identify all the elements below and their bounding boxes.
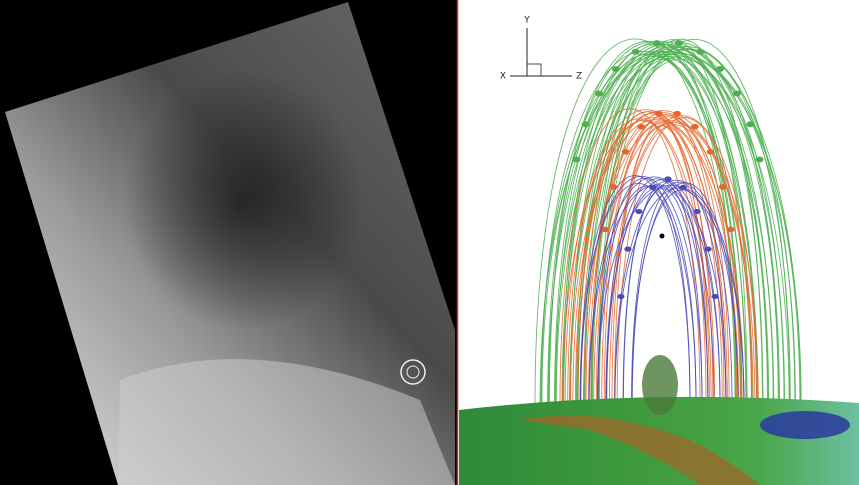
flux-rope-dot [727,227,735,233]
flux-rope-dot [691,124,699,130]
flux-rope-dot [637,124,645,130]
flux-rope-dot [711,294,718,299]
z-label: Z [576,72,582,82]
flux-rope-dot [707,149,715,155]
flux-rope-dot [733,91,741,97]
flux-rope-core [642,355,678,415]
flux-rope-dot [680,185,687,190]
field-line-panel: Y X Z [459,0,859,485]
rope-axis-dot [660,234,665,239]
flux-rope-dot [693,209,700,214]
flux-rope-dot [664,176,671,181]
flux-rope-dot [673,111,681,117]
flux-rope-dot [601,227,609,233]
flux-rope-dot [635,209,642,214]
cme-cavity [125,70,365,330]
flux-rope-dot [756,156,764,162]
flux-rope-dot [719,184,727,190]
coronagraph-panel [0,0,457,485]
flux-rope-dot [696,49,704,55]
flux-rope-dot [746,121,754,127]
flux-rope-dot [649,185,656,190]
flux-rope-dot [612,66,620,72]
flux-rope-dot [716,66,724,72]
flux-rope-dot [595,91,603,97]
flux-rope-dot [704,246,711,251]
flux-rope-dot [572,156,580,162]
flux-rope-dot [582,121,590,127]
flux-rope-dot [624,246,631,251]
figure: Y X Z [0,0,859,485]
surface-spot [760,411,850,439]
y-label: Y [523,16,530,26]
flux-rope-dot [653,40,661,46]
flux-rope-dot [675,40,683,46]
flux-rope-dot [617,294,624,299]
flux-rope-dot [622,149,630,155]
x-label: X [500,72,506,82]
flux-rope-dot [655,111,663,117]
flux-rope-dot [632,49,640,55]
